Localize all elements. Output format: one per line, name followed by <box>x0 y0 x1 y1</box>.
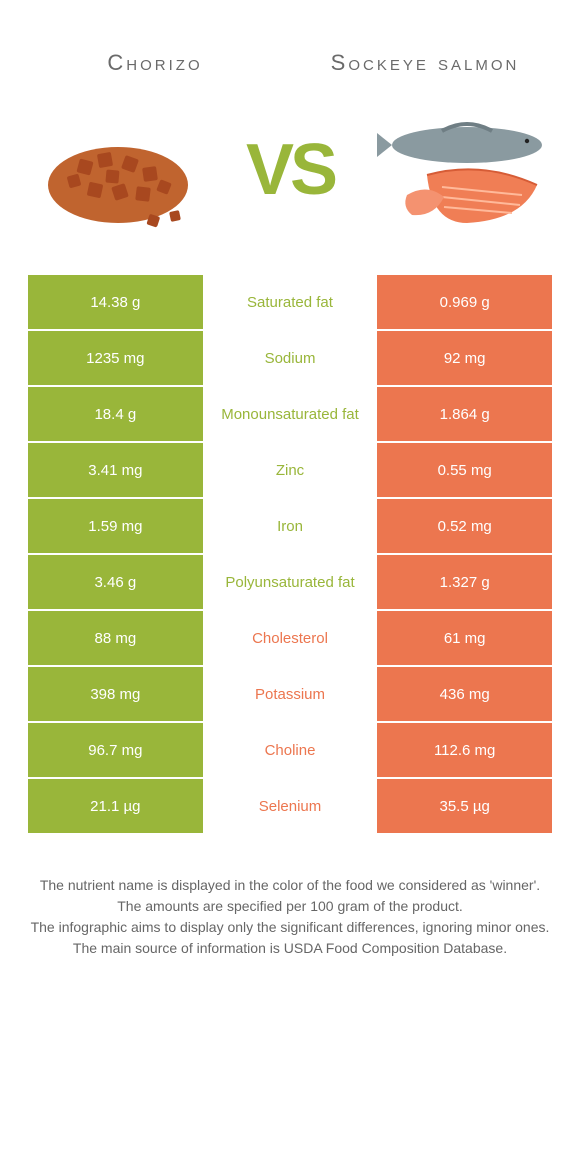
caption-block: The nutrient name is displayed in the co… <box>0 835 580 959</box>
vs-label: VS <box>246 129 334 211</box>
hero-row: VS <box>0 85 580 275</box>
salmon-image <box>372 105 552 235</box>
value-right: 61 mg <box>377 611 552 667</box>
value-left: 88 mg <box>28 611 203 667</box>
nutrient-label: Potassium <box>203 667 378 723</box>
table-row: 88 mgCholesterol61 mg <box>28 611 552 667</box>
nutrient-label: Iron <box>203 499 378 555</box>
caption-line: The main source of information is USDA F… <box>20 938 560 959</box>
table-row: 1.59 mgIron0.52 mg <box>28 499 552 555</box>
nutrient-label: Sodium <box>203 331 378 387</box>
value-left: 398 mg <box>28 667 203 723</box>
value-left: 18.4 g <box>28 387 203 443</box>
value-left: 14.38 g <box>28 275 203 331</box>
table-row: 21.1 µgSelenium35.5 µg <box>28 779 552 835</box>
caption-line: The infographic aims to display only the… <box>20 917 560 938</box>
value-left: 3.46 g <box>28 555 203 611</box>
chorizo-image <box>28 105 208 235</box>
value-right: 0.52 mg <box>377 499 552 555</box>
comparison-table: 14.38 gSaturated fat0.969 g1235 mgSodium… <box>28 275 552 835</box>
nutrient-label: Cholesterol <box>203 611 378 667</box>
table-row: 1235 mgSodium92 mg <box>28 331 552 387</box>
caption-line: The amounts are specified per 100 gram o… <box>20 896 560 917</box>
value-left: 21.1 µg <box>28 779 203 835</box>
table-row: 14.38 gSaturated fat0.969 g <box>28 275 552 331</box>
value-right: 1.327 g <box>377 555 552 611</box>
value-right: 436 mg <box>377 667 552 723</box>
nutrient-label: Choline <box>203 723 378 779</box>
caption-line: The nutrient name is displayed in the co… <box>20 875 560 896</box>
nutrient-label: Polyunsaturated fat <box>203 555 378 611</box>
value-right: 1.864 g <box>377 387 552 443</box>
title-left: Chorizo <box>20 50 290 75</box>
value-left: 1.59 mg <box>28 499 203 555</box>
table-row: 3.41 mgZinc0.55 mg <box>28 443 552 499</box>
value-right: 35.5 µg <box>377 779 552 835</box>
value-right: 112.6 mg <box>377 723 552 779</box>
table-row: 18.4 gMonounsaturated fat1.864 g <box>28 387 552 443</box>
value-right: 92 mg <box>377 331 552 387</box>
nutrient-label: Monounsaturated fat <box>203 387 378 443</box>
nutrient-label: Selenium <box>203 779 378 835</box>
value-left: 96.7 mg <box>28 723 203 779</box>
infographic-root: Chorizo Sockeye salmon <box>0 0 580 1174</box>
table-row: 96.7 mgCholine112.6 mg <box>28 723 552 779</box>
table-row: 3.46 gPolyunsaturated fat1.327 g <box>28 555 552 611</box>
nutrient-label: Zinc <box>203 443 378 499</box>
title-right: Sockeye salmon <box>290 50 560 75</box>
nutrient-label: Saturated fat <box>203 275 378 331</box>
value-right: 0.55 mg <box>377 443 552 499</box>
value-left: 3.41 mg <box>28 443 203 499</box>
value-left: 1235 mg <box>28 331 203 387</box>
value-right: 0.969 g <box>377 275 552 331</box>
titles-row: Chorizo Sockeye salmon <box>0 0 580 85</box>
table-row: 398 mgPotassium436 mg <box>28 667 552 723</box>
